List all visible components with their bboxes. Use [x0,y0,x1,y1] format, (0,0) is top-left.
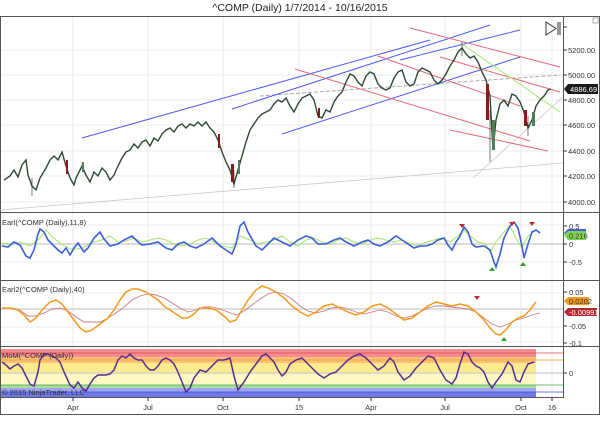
price-tick: 4200.00 [568,172,595,181]
mom-axis[interactable]: 0 [563,369,573,378]
time-tick: Apr [67,403,79,412]
earl-current-value: 0.216 [569,232,588,241]
chart-title: ^COMP (Daily) 1/7/2014 - 10/16/2015 [212,2,388,14]
current-price-value: 4886.69 [570,85,597,94]
time-tick: Oct [515,403,528,412]
earl-tick: 0.5 [569,222,579,231]
green-trendline [461,43,561,113]
blue-channel [81,24,521,139]
time-tick: Apr [365,403,377,412]
price-tick: 5000.00 [568,71,595,80]
red-channel [294,27,561,152]
price-tick: 4000.00 [568,198,595,207]
earl2-signal-value-tag [564,308,597,316]
current-price-tag [564,84,598,94]
sell-signal-marker [529,222,535,226]
time-tick: Jul [143,403,153,412]
mom-tick: 0 [569,369,573,378]
scroll-to-end-icon[interactable] [545,21,561,36]
mom-panel-label: MoM(^COMP (Daily)) [2,351,74,360]
price-tick: 4400.00 [568,147,595,156]
price-series [3,46,552,192]
time-tick: 16 [548,403,556,412]
price-tick: 5200.00 [568,46,595,55]
chart-options-icon[interactable] [592,17,599,24]
sell-signal-marker [509,222,515,226]
copyright-text: © 2015 NinjaTrader, LLC [2,388,85,397]
earl-tick: -0.5 [569,258,582,267]
earl2-tick: -0.05 [569,322,586,331]
mom-line [1,350,535,394]
time-axis[interactable]: Apr Jul Oct 15 Apr Jul Oct 16 [67,397,556,412]
support-trendline [0,162,564,211]
earl-panel-label: Earl(^COMP (Daily),11,8) [2,218,87,227]
earl2-tick: -0.1 [569,339,582,348]
earl2-axis[interactable]: 0.05 -0.05 -0.1 0.0202 -0.00991 [563,288,599,348]
earl-value-tag [564,231,586,240]
earl-line [1,220,541,270]
price-tick: 4600.00 [568,121,595,130]
earl-signal-line [1,225,541,254]
time-tick: 15 [295,403,303,412]
sell-signal-marker [459,224,465,228]
earl2-tick: 0.05 [569,288,584,297]
earl2-signal-current-value: -0.00991 [569,308,599,317]
earl2-panel-label: Earl2(^COMP (Daily),40) [2,285,85,294]
earl2-line [2,285,537,336]
vertical-gridlines [72,17,553,397]
price-panel [0,21,564,211]
buy-signal-marker [520,262,526,266]
earl2-value-tag [564,297,589,305]
time-tick: Jul [440,403,450,412]
price-axis[interactable]: 5200.00 5000.00 4800.00 4600.00 4400.00 … [563,26,598,207]
buy-signal-marker [501,337,507,341]
mom-panel [1,349,563,397]
price-tick: 4800.00 [568,96,595,105]
earl2-signal-line [2,291,541,328]
earl-panel [1,220,563,271]
sell-signal-marker [474,296,480,300]
earl2-current-value: 0.0202 [569,297,592,306]
earl-axis[interactable]: 0.5 0 -0.5 0.216 [563,222,588,267]
earl-tick: 0 [569,240,573,249]
earl2-panel [1,285,563,343]
buy-signal-marker [489,267,495,271]
time-tick: Oct [217,403,230,412]
